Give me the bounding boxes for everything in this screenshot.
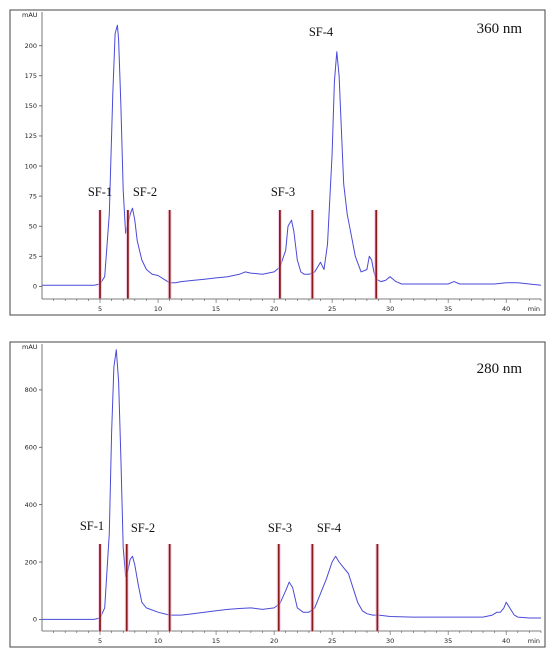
- chart1-x-axis-unit: min: [528, 637, 540, 645]
- chart0-xtick-label: 25: [328, 305, 336, 313]
- chart0-xtick-label: 40: [502, 305, 510, 313]
- chromatogram-360nm: 0 25 50 75 100 125 150 175 200 5 10 15 20 25 30 35 40 mAU…: [0, 0, 550, 322]
- chart0-fraction-label: SF-2: [133, 185, 157, 199]
- chart0-xtick-label: 30: [386, 305, 394, 313]
- chart1-xtick-label: 25: [328, 637, 336, 645]
- chart0-xtick-label: 20: [270, 305, 278, 313]
- chart-280nm-svg: 0 200 400 600 800 5 10 15 20 25 30 35 40 mAU min SF-1 SF…: [9, 341, 546, 648]
- chart0-ytick-label: 200: [25, 42, 37, 50]
- chart-360nm-svg: 0 25 50 75 100 125 150 175 200 5 10 15 20 25 30 35 40 mAU…: [9, 9, 546, 316]
- chart1-xtick-label: 20: [270, 637, 278, 645]
- chart1-xtick-label: 15: [212, 637, 220, 645]
- chart1-trace-line: [42, 349, 541, 620]
- chart0-fraction-label: SF-3: [271, 185, 295, 199]
- chart0-wavelength-title: 360 nm: [477, 21, 523, 37]
- chart1-fraction-label: SF-1: [80, 519, 104, 533]
- chart1-fraction-label: SF-4: [317, 521, 342, 535]
- chart1-ytick-label: 0: [33, 616, 37, 624]
- chart0-ytick-label: 125: [25, 132, 37, 140]
- chart0-ytick-label: 50: [29, 223, 37, 231]
- chart1-ytick-label: 400: [25, 501, 37, 509]
- chart0-ytick-label: 150: [25, 102, 37, 110]
- chart0-frame: [9, 9, 546, 316]
- chart1-frame: [9, 341, 546, 648]
- chart0-ytick-label: 175: [25, 72, 37, 80]
- chromatogram-280nm: 0 200 400 600 800 5 10 15 20 25 30 35 40 mAU min SF-1 SF…: [0, 332, 550, 653]
- chart0-xtick-label: 10: [154, 305, 162, 313]
- chart0-ytick-label: 100: [25, 162, 37, 170]
- chart1-fraction-label: SF-3: [268, 521, 292, 535]
- chart1-xtick-label: 40: [502, 637, 510, 645]
- chart1-xtick-label: 5: [98, 637, 102, 645]
- chart0-y-axis-unit: mAU: [22, 11, 38, 19]
- chart0-ytick-label: 75: [29, 192, 37, 200]
- chart0-x-axis-unit: min: [528, 305, 540, 313]
- chart0-ytick-label: 0: [33, 283, 37, 291]
- chart1-y-axis-unit: mAU: [22, 343, 38, 351]
- chart0-ytick-label: 25: [29, 253, 37, 261]
- chart0-xtick-label: 35: [444, 305, 452, 313]
- chart1-ytick-label: 800: [25, 386, 37, 394]
- chart0-trace-line: [42, 24, 542, 286]
- chart1-xtick-label: 35: [444, 637, 452, 645]
- chart0-xtick-label: 5: [98, 305, 102, 313]
- chart0-fraction-label: SF-4: [309, 25, 334, 39]
- chart1-xtick-label: 10: [154, 637, 162, 645]
- chart1-ytick-label: 600: [25, 444, 37, 452]
- chart0-xtick-label: 15: [212, 305, 220, 313]
- chart0-fraction-label: SF-1: [88, 185, 112, 199]
- chart1-fraction-label: SF-2: [131, 521, 155, 535]
- chart1-xtick-label: 30: [386, 637, 394, 645]
- chart1-wavelength-title: 280 nm: [477, 361, 523, 377]
- chart1-ytick-label: 200: [25, 558, 37, 566]
